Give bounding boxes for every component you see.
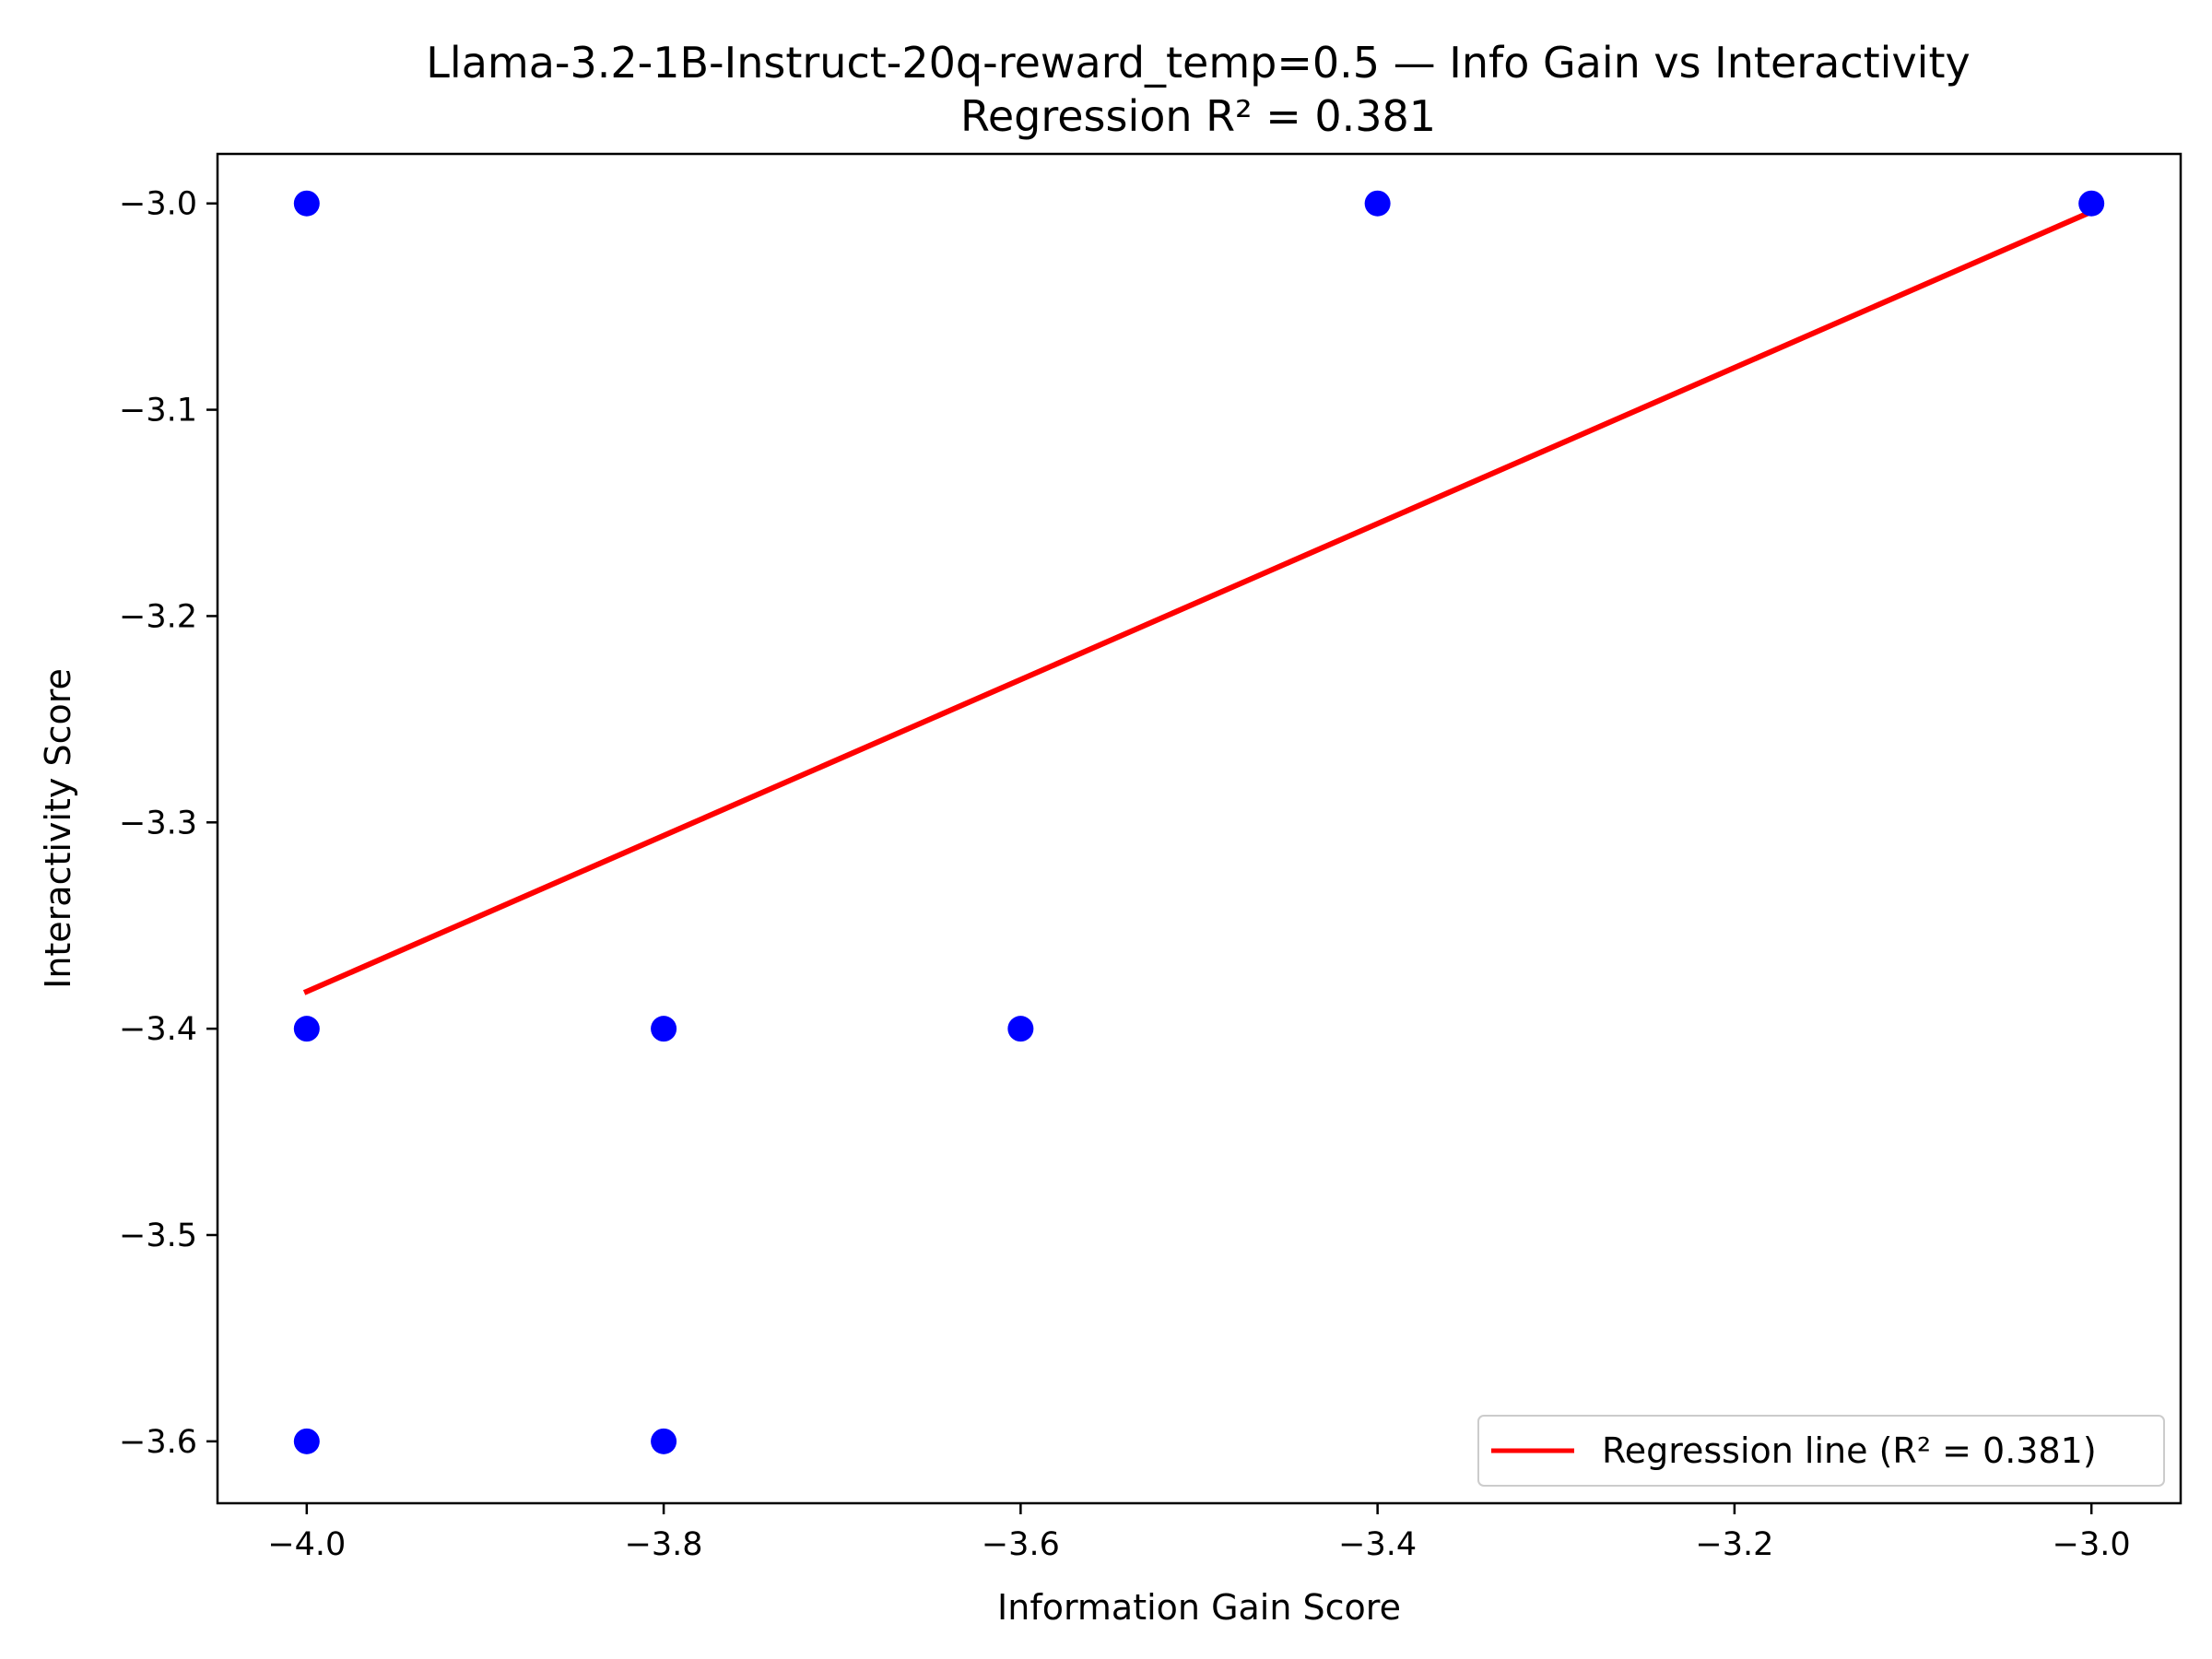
x-tick-label: −3.6 bbox=[982, 1526, 1060, 1563]
x-tick-label: −4.0 bbox=[267, 1526, 346, 1563]
y-tick-label: −3.0 bbox=[119, 186, 197, 223]
x-tick-label: −3.4 bbox=[1338, 1526, 1417, 1563]
scatter-point bbox=[2078, 190, 2105, 217]
scatter-point bbox=[293, 190, 320, 217]
y-tick-label: −3.4 bbox=[119, 1011, 197, 1048]
x-tick-label: −3.2 bbox=[1695, 1526, 1773, 1563]
regression-line bbox=[302, 207, 2096, 995]
y-tick-label: −3.2 bbox=[119, 598, 197, 635]
scatter-point bbox=[293, 1016, 320, 1042]
plot-frame bbox=[216, 152, 2183, 1505]
chart-title: Llama-3.2-1B-Instruct-20q-reward_temp=0.… bbox=[426, 38, 1970, 88]
plot-marks bbox=[293, 190, 2105, 1454]
scatter-point bbox=[651, 1016, 677, 1042]
legend-box bbox=[1477, 1415, 2165, 1487]
y-tick-label: −3.5 bbox=[119, 1218, 197, 1254]
scatter-point bbox=[1007, 1016, 1034, 1042]
y-tick-label: −3.3 bbox=[119, 805, 197, 841]
x-axis-ticks: −4.0 −3.8 −3.6 −3.4 −3.2 −3.0 bbox=[267, 1503, 2131, 1563]
scatter-point bbox=[1364, 190, 1391, 217]
x-axis-label: Information Gain Score bbox=[997, 1587, 1401, 1628]
chart-subtitle: Regression R² = 0.381 bbox=[960, 91, 1436, 141]
scatter-point bbox=[293, 1428, 320, 1454]
y-tick-label: −3.1 bbox=[119, 393, 197, 429]
x-tick-label: −3.0 bbox=[2053, 1526, 2131, 1563]
scatter-point bbox=[651, 1428, 677, 1454]
legend: Regression line (R² = 0.381) bbox=[1477, 1415, 2165, 1487]
y-axis-ticks: −3.0 −3.1 −3.2 −3.3 −3.4 −3.5 −3.6 bbox=[119, 186, 218, 1461]
legend-label-regression: Regression line (R² = 0.381) bbox=[1602, 1430, 2097, 1471]
y-axis-label: Interactivity Score bbox=[38, 668, 78, 989]
y-tick-label: −3.6 bbox=[119, 1424, 197, 1461]
x-tick-label: −3.8 bbox=[625, 1526, 703, 1563]
